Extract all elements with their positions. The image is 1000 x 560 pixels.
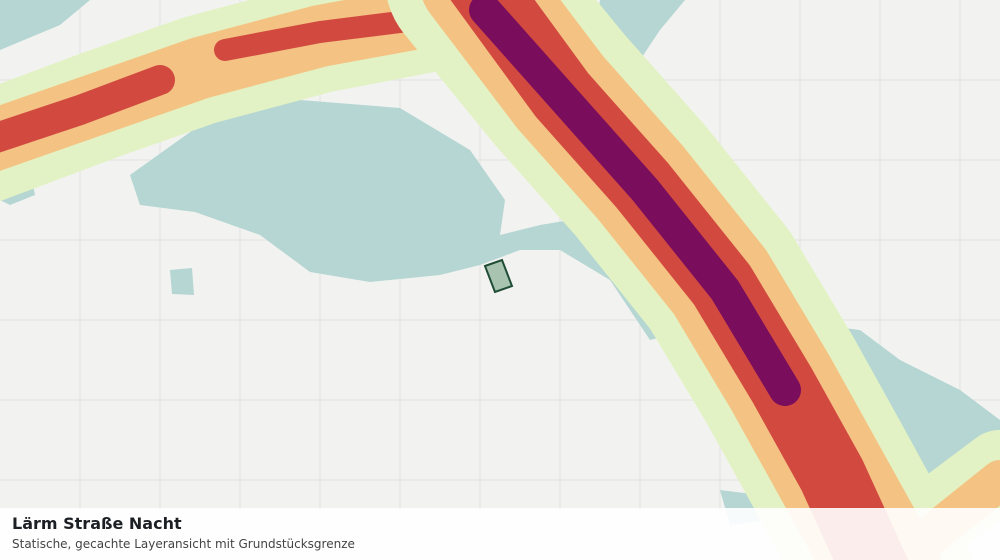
caption: Lärm Straße Nacht Statische, gecachte La… bbox=[0, 508, 1000, 560]
noise-band-diagonal bbox=[387, 0, 1000, 560]
layer-subtitle: Statische, gecachte Layeransicht mit Gru… bbox=[12, 537, 355, 551]
parcel-boundary[interactable] bbox=[483, 258, 514, 294]
layer-title: Lärm Straße Nacht bbox=[12, 514, 182, 533]
